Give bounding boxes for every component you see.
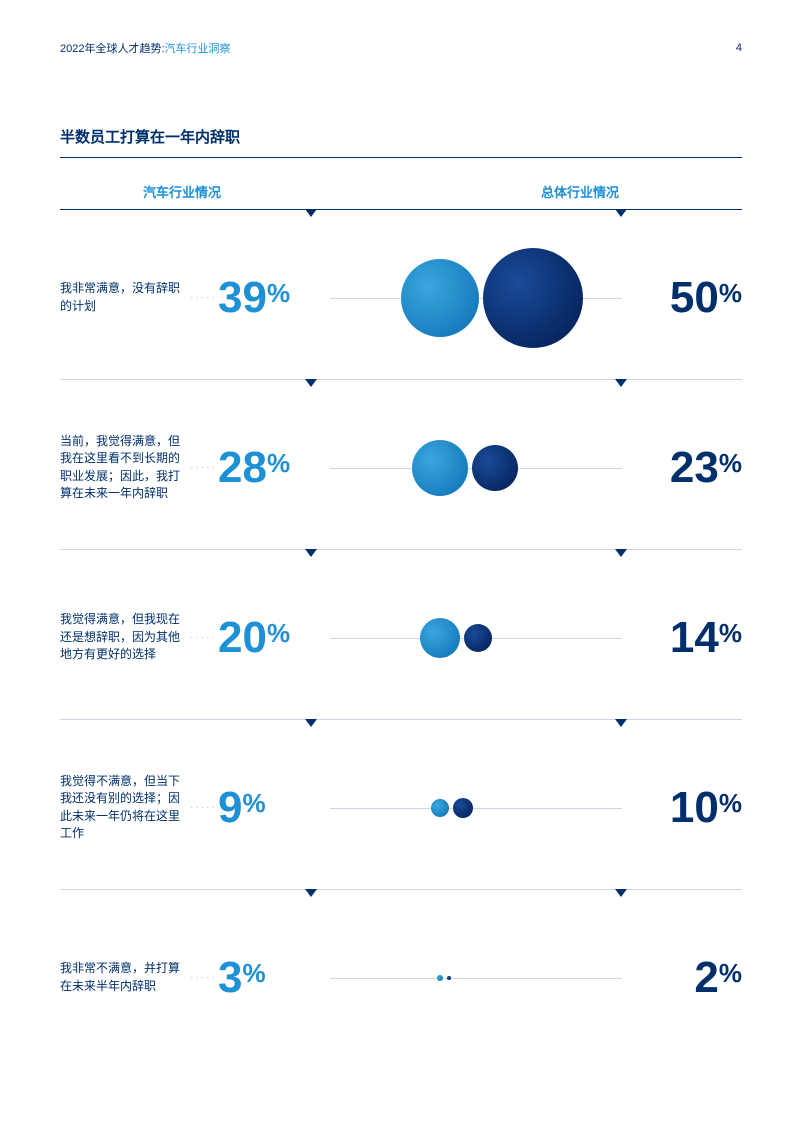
auto-bubble	[412, 440, 468, 496]
row-label: 当前，我觉得满意，但我在这里看不到长期的职业发展；因此，我打算在未来一年内辞职	[60, 433, 190, 503]
auto-pct: 39%	[210, 276, 330, 320]
auto-bubble	[431, 799, 449, 817]
auto-pct: 20%	[210, 616, 330, 660]
row-content: 我觉得不满意，但当下我还没有别的选择；因此未来一年仍将在这里工作·····9%1…	[60, 720, 742, 889]
row-content: 我觉得满意，但我现在还是想辞职，因为其他地方有更好的选择·····20%14%	[60, 550, 742, 719]
overall-pct: 23%	[622, 446, 742, 490]
chart-row: 我觉得满意，但我现在还是想辞职，因为其他地方有更好的选择·····20%14%	[60, 549, 742, 719]
row-content: 我非常不满意，并打算在未来半年内辞职·····3%2%	[60, 890, 742, 1059]
overall-bubble	[483, 248, 583, 348]
chart-rows: 我非常满意，没有辞职的计划·····39%50%当前，我觉得满意，但我在这里看不…	[60, 209, 742, 1059]
bubble-area	[330, 228, 622, 368]
row-label: 我非常不满意，并打算在未来半年内辞职	[60, 960, 190, 995]
chart-row: 我非常满意，没有辞职的计划·····39%50%	[60, 209, 742, 379]
auto-bubble	[437, 975, 443, 981]
bubble-area	[330, 398, 622, 538]
overall-pct-value: 10	[670, 783, 719, 832]
header-prefix: 2022年全球人才趋势:	[60, 43, 165, 55]
overall-pct-value: 23	[670, 443, 719, 492]
chart-row: 当前，我觉得满意，但我在这里看不到长期的职业发展；因此，我打算在未来一年内辞职·…	[60, 379, 742, 549]
overall-bubble	[447, 976, 451, 980]
bubble-area	[330, 568, 622, 708]
overall-pct: 10%	[622, 786, 742, 830]
row-content: 当前，我觉得满意，但我在这里看不到长期的职业发展；因此，我打算在未来一年内辞职·…	[60, 380, 742, 549]
dots-connector-icon: ·····	[190, 802, 210, 813]
header-suffix: 汽车行业洞察	[165, 43, 231, 55]
percent-sign-icon: %	[719, 618, 742, 648]
legend-auto: 汽车行业情况	[143, 182, 221, 201]
percent-sign-icon: %	[719, 278, 742, 308]
overall-pct-value: 50	[670, 273, 719, 322]
row-label: 我觉得不满意，但当下我还没有别的选择；因此未来一年仍将在这里工作	[60, 773, 190, 843]
chart-row: 我非常不满意，并打算在未来半年内辞职·····3%2%	[60, 889, 742, 1059]
percent-sign-icon: %	[719, 448, 742, 478]
row-content: 我非常满意，没有辞职的计划·····39%50%	[60, 210, 742, 379]
row-label: 我觉得满意，但我现在还是想辞职，因为其他地方有更好的选择	[60, 611, 190, 663]
auto-pct-value: 20	[218, 613, 267, 662]
auto-pct: 28%	[210, 446, 330, 490]
bubble-area	[330, 738, 622, 878]
overall-pct: 14%	[622, 616, 742, 660]
auto-pct-value: 39	[218, 273, 267, 322]
chart-title: 半数员工打算在一年内辞职	[60, 126, 742, 158]
chart-row: 我觉得不满意，但当下我还没有别的选择；因此未来一年仍将在这里工作·····9%1…	[60, 719, 742, 889]
percent-sign-icon: %	[267, 448, 290, 478]
overall-pct-value: 14	[670, 613, 719, 662]
auto-bubble	[401, 259, 479, 337]
page-header: 2022年全球人才趋势:汽车行业洞察 4	[60, 40, 742, 56]
overall-bubble	[464, 624, 492, 652]
percent-sign-icon: %	[242, 958, 265, 988]
percent-sign-icon: %	[719, 788, 742, 818]
overall-pct: 50%	[622, 276, 742, 320]
percent-sign-icon: %	[719, 958, 742, 988]
axis-line	[330, 808, 622, 809]
row-label: 我非常满意，没有辞职的计划	[60, 280, 190, 315]
auto-pct-value: 3	[218, 953, 242, 1002]
bubble-area	[330, 908, 622, 1048]
auto-pct: 9%	[210, 786, 330, 830]
percent-sign-icon: %	[242, 788, 265, 818]
auto-pct: 3%	[210, 956, 330, 1000]
auto-bubble	[420, 618, 460, 658]
dots-connector-icon: ·····	[190, 972, 210, 983]
overall-bubble	[453, 798, 473, 818]
legend-overall: 总体行业情况	[541, 182, 619, 201]
dots-connector-icon: ·····	[190, 632, 210, 643]
header-title: 2022年全球人才趋势:汽车行业洞察	[60, 40, 231, 56]
axis-line	[330, 978, 622, 979]
page-number: 4	[736, 42, 742, 54]
auto-pct-value: 9	[218, 783, 242, 832]
dots-connector-icon: ·····	[190, 462, 210, 473]
legend: 汽车行业情况 总体行业情况	[60, 182, 742, 201]
percent-sign-icon: %	[267, 618, 290, 648]
auto-pct-value: 28	[218, 443, 267, 492]
overall-bubble	[472, 445, 518, 491]
overall-pct-value: 2	[694, 953, 718, 1002]
dots-connector-icon: ·····	[190, 292, 210, 303]
overall-pct: 2%	[622, 956, 742, 1000]
percent-sign-icon: %	[267, 278, 290, 308]
